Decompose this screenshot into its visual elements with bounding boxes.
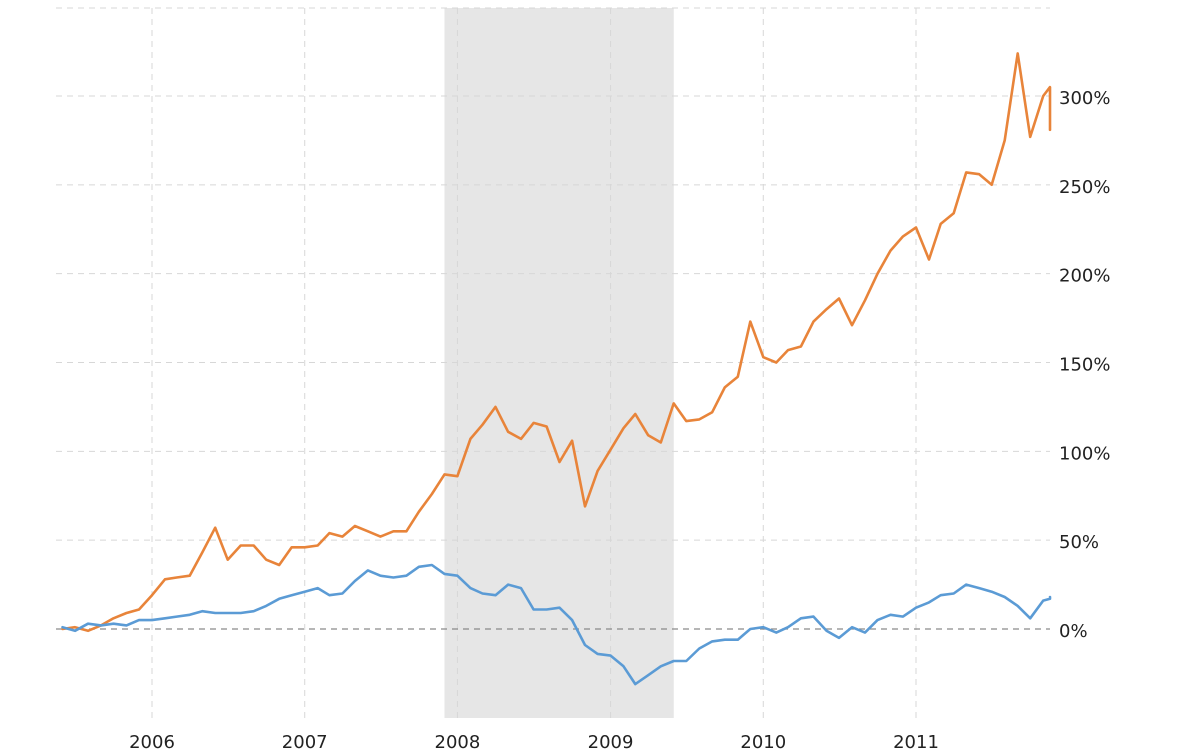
y-tick-label: 300% bbox=[1059, 88, 1110, 109]
y-tick-label: 200% bbox=[1059, 266, 1110, 287]
x-tick-label: 2007 bbox=[282, 732, 328, 753]
x-tick-label: 2009 bbox=[588, 732, 634, 753]
y-tick-label: 150% bbox=[1059, 355, 1110, 376]
grid-lines bbox=[56, 7, 1050, 718]
x-tick-label: 2011 bbox=[893, 732, 939, 753]
x-tick-label: 2006 bbox=[129, 732, 175, 753]
series-lines bbox=[61, 52, 1052, 686]
y-tick-label: 0% bbox=[1059, 621, 1088, 642]
series-line-1 bbox=[61, 52, 1052, 633]
y-tick-label: 50% bbox=[1059, 532, 1099, 553]
y-tick-label: 100% bbox=[1059, 443, 1110, 464]
y-tick-label: 250% bbox=[1059, 177, 1110, 198]
x-tick-label: 2008 bbox=[435, 732, 481, 753]
y-axis: 0% 50% 100% 150% 200% 250% 300% bbox=[1059, 88, 1110, 642]
recession-band bbox=[444, 8, 674, 718]
series-line-2 bbox=[61, 563, 1052, 686]
x-tick-label: 2010 bbox=[740, 732, 786, 753]
x-axis: 2006 2007 2008 2009 2010 2011 bbox=[129, 732, 939, 753]
